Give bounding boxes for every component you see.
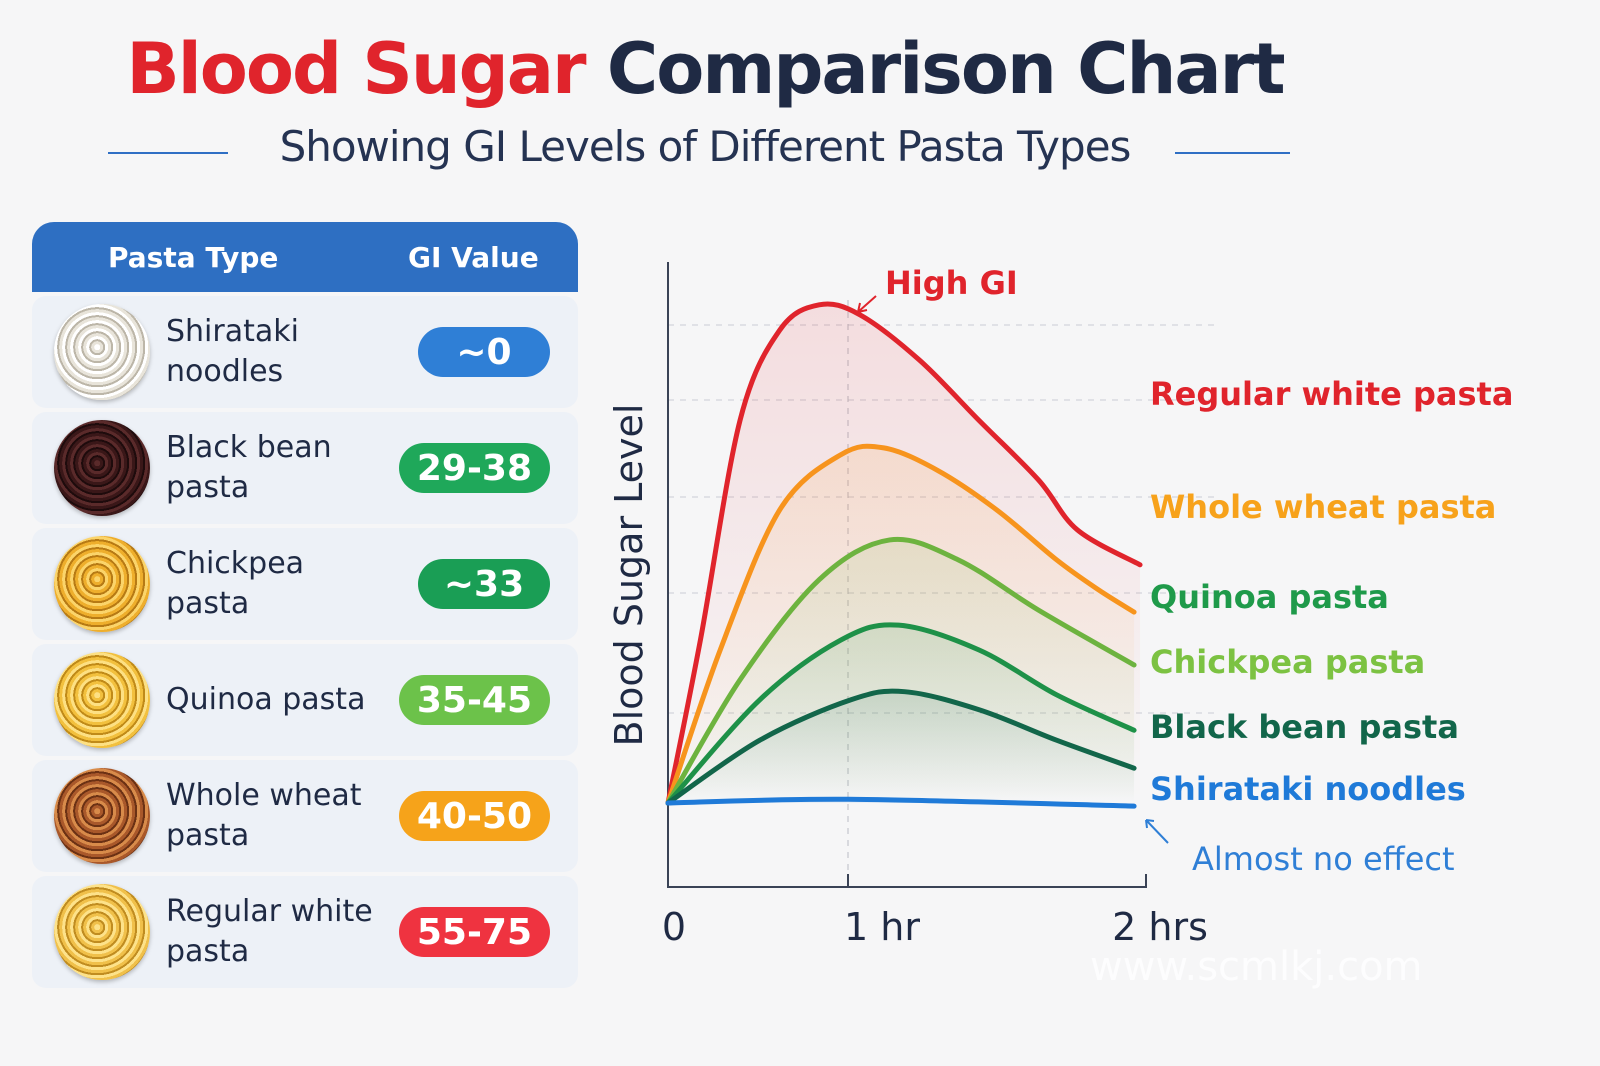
title-rest: Comparison Chart — [606, 28, 1286, 110]
pasta-photo — [54, 884, 150, 980]
gi-badge: ~33 — [418, 559, 550, 609]
series-line-regular-white-pasta — [665, 301, 1143, 806]
title-highlight: Blood Sugar — [126, 28, 586, 110]
pasta-name: Black bean pasta — [166, 430, 332, 505]
pasta-name: Whole wheat pasta — [166, 778, 362, 853]
table-row: Chickpea pasta ~33 — [32, 528, 578, 640]
gi-badge: 55-75 — [398, 907, 550, 957]
pasta-name: Regular white pasta — [166, 894, 373, 969]
series-line-whole-wheat-pasta — [665, 443, 1137, 806]
series-label: Whole wheat pasta — [1150, 488, 1496, 526]
series-label: Chickpea pasta — [1150, 643, 1425, 681]
series-line-black-bean-pasta — [665, 688, 1137, 806]
series-label: Black bean pasta — [1150, 708, 1459, 746]
pasta-photo — [54, 304, 150, 400]
gi-badge: ~0 — [418, 327, 550, 377]
pasta-name: Chickpea pasta — [166, 546, 305, 621]
series-line-chickpea-pasta — [665, 622, 1137, 806]
table-row: Regular white pasta 55-75 — [32, 876, 578, 988]
table-row: Shirataki noodles ~0 — [32, 296, 578, 408]
series-label: Regular white pasta — [1150, 375, 1513, 413]
pasta-photo — [54, 768, 150, 864]
table-row: Whole wheat pasta 40-50 — [32, 760, 578, 872]
gi-badge: 35-45 — [398, 675, 550, 725]
x-tick-label: 2 hrs — [1112, 905, 1208, 949]
page-title: Blood Sugar Comparison Chart — [0, 28, 1410, 110]
pasta-photo — [54, 420, 150, 516]
annotation-high-gi: High GI — [885, 264, 1018, 302]
series-label: Quinoa pasta — [1150, 578, 1389, 616]
arrow-icon — [1145, 819, 1169, 844]
annotation-no-effect: Almost no effect — [1192, 840, 1455, 878]
x-tick-label: 0 — [662, 905, 686, 949]
gi-badge: 29-38 — [398, 443, 550, 493]
header-gi-value: GI Value — [408, 240, 539, 274]
x-tick-label: 1 hr — [844, 905, 920, 949]
gi-badge: 40-50 — [398, 791, 550, 841]
subtitle-rule-left — [108, 152, 228, 154]
subtitle: Showing GI Levels of Different Pasta Typ… — [279, 122, 1132, 171]
subtitle-rule-right — [1175, 152, 1290, 154]
pasta-name: Quinoa pasta — [166, 682, 366, 717]
table-row: Quinoa pasta 35-45 — [32, 644, 578, 756]
table-row: Black bean pasta 29-38 — [32, 412, 578, 524]
watermark: www.scmlkj.com — [1090, 944, 1423, 990]
series-fill — [668, 691, 1135, 804]
pasta-name: Shirataki noodles — [166, 314, 299, 389]
arrow-icon — [857, 295, 877, 313]
axes — [667, 262, 1147, 888]
series-line-quinoa-pasta — [665, 536, 1137, 806]
y-axis-label: Blood Sugar Level — [607, 404, 651, 747]
series-label: Shirataki noodles — [1150, 770, 1466, 808]
gi-table: Pasta Type GI Value Shirataki noodles ~0… — [32, 222, 578, 988]
pasta-photo — [54, 652, 150, 748]
table-header: Pasta Type GI Value — [32, 222, 578, 292]
header-pasta-type: Pasta Type — [108, 240, 279, 274]
series-line-shirataki-noodles — [665, 796, 1137, 809]
pasta-photo — [54, 536, 150, 632]
